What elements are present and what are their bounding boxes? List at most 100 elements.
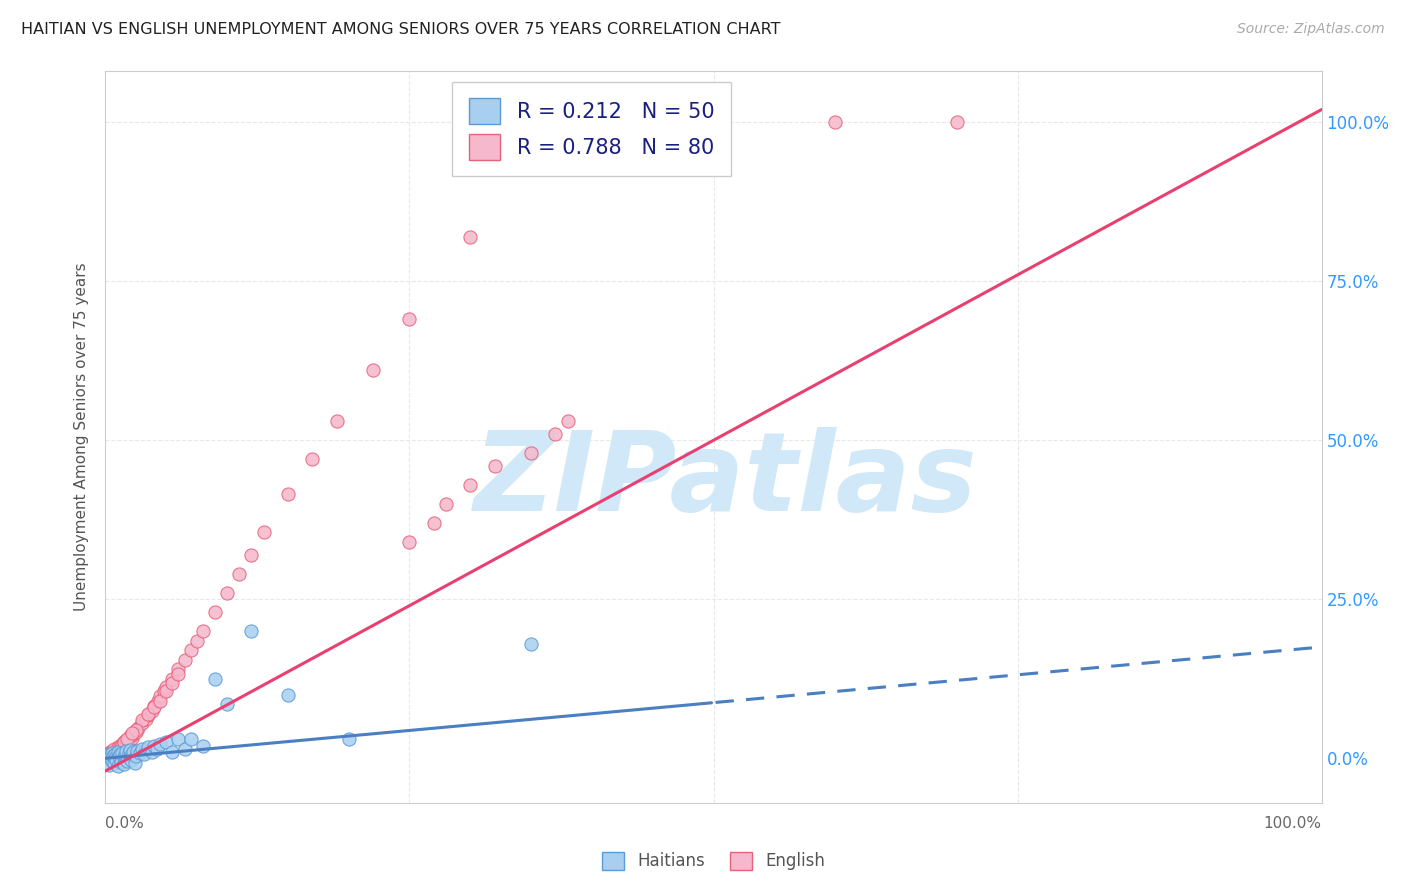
Point	[115, 733, 138, 747]
Point	[117, 732, 139, 747]
Point	[824, 115, 846, 129]
Point	[121, 731, 143, 745]
Point	[134, 747, 156, 762]
Point	[112, 735, 135, 749]
Point	[103, 756, 125, 771]
Point	[155, 680, 177, 694]
Point	[104, 750, 127, 764]
Point	[520, 637, 543, 651]
Point	[217, 586, 239, 600]
Point	[103, 748, 125, 763]
Point	[120, 753, 142, 767]
Point	[108, 739, 131, 753]
Point	[108, 748, 131, 763]
Point	[180, 643, 202, 657]
Point	[125, 744, 148, 758]
Point	[104, 745, 127, 759]
Point	[167, 732, 190, 747]
Point	[146, 694, 169, 708]
Point	[98, 757, 121, 772]
Point	[204, 672, 226, 686]
Point	[136, 739, 159, 754]
Point	[180, 732, 202, 747]
Point	[122, 727, 145, 741]
Point	[277, 688, 299, 702]
Point	[252, 525, 274, 540]
Point	[121, 747, 143, 762]
Point	[98, 745, 121, 759]
Point	[240, 624, 263, 638]
Point	[120, 729, 142, 743]
Point	[945, 115, 967, 129]
Point	[191, 624, 214, 638]
Point	[128, 746, 150, 760]
Point	[131, 716, 153, 731]
Point	[131, 713, 153, 727]
Point	[162, 676, 184, 690]
Point	[167, 667, 190, 681]
Point	[228, 566, 250, 581]
Point	[97, 748, 120, 763]
Point	[101, 749, 124, 764]
Point	[131, 741, 153, 756]
Text: ZIPatlas: ZIPatlas	[474, 427, 977, 534]
Point	[520, 141, 543, 155]
Point	[143, 699, 166, 714]
Point	[153, 684, 176, 698]
Point	[97, 748, 120, 763]
Point	[114, 748, 136, 763]
Point	[155, 735, 177, 749]
Point	[105, 747, 128, 761]
Point	[108, 745, 131, 759]
Point	[108, 741, 131, 756]
Text: 0.0%: 0.0%	[105, 816, 145, 831]
Point	[458, 477, 481, 491]
Point	[204, 605, 226, 619]
Point	[104, 747, 127, 762]
Point	[107, 744, 129, 758]
Point	[117, 732, 139, 747]
Point	[143, 700, 166, 714]
Point	[114, 737, 136, 751]
Point	[337, 732, 360, 747]
Point	[101, 746, 124, 760]
Point	[434, 497, 457, 511]
Point	[361, 363, 384, 377]
Point	[135, 712, 157, 726]
Point	[118, 729, 141, 743]
Point	[122, 745, 145, 759]
Point	[112, 735, 135, 749]
Point	[149, 737, 172, 751]
Point	[103, 741, 125, 756]
Point	[125, 723, 148, 737]
Point	[581, 141, 603, 155]
Text: Source: ZipAtlas.com: Source: ZipAtlas.com	[1237, 22, 1385, 37]
Point	[98, 746, 121, 760]
Point	[141, 704, 163, 718]
Point	[557, 414, 579, 428]
Point	[162, 745, 184, 759]
Text: HAITIAN VS ENGLISH UNEMPLOYMENT AMONG SENIORS OVER 75 YEARS CORRELATION CHART: HAITIAN VS ENGLISH UNEMPLOYMENT AMONG SE…	[21, 22, 780, 37]
Point	[118, 743, 141, 757]
Point	[108, 747, 131, 761]
Point	[240, 548, 263, 562]
Point	[325, 414, 347, 428]
Point	[107, 739, 129, 754]
Point	[117, 746, 139, 760]
Point	[107, 759, 129, 773]
Point	[121, 726, 143, 740]
Point	[217, 697, 239, 711]
Point	[136, 706, 159, 721]
Legend: Haitians, English: Haitians, English	[593, 843, 834, 879]
Point	[149, 694, 172, 708]
Point	[100, 755, 122, 769]
Point	[301, 452, 323, 467]
Point	[115, 744, 138, 758]
Point	[458, 229, 481, 244]
Point	[125, 724, 148, 739]
Point	[111, 746, 134, 760]
Point	[155, 684, 177, 698]
Point	[112, 739, 135, 754]
Point	[398, 535, 420, 549]
Point	[277, 487, 299, 501]
